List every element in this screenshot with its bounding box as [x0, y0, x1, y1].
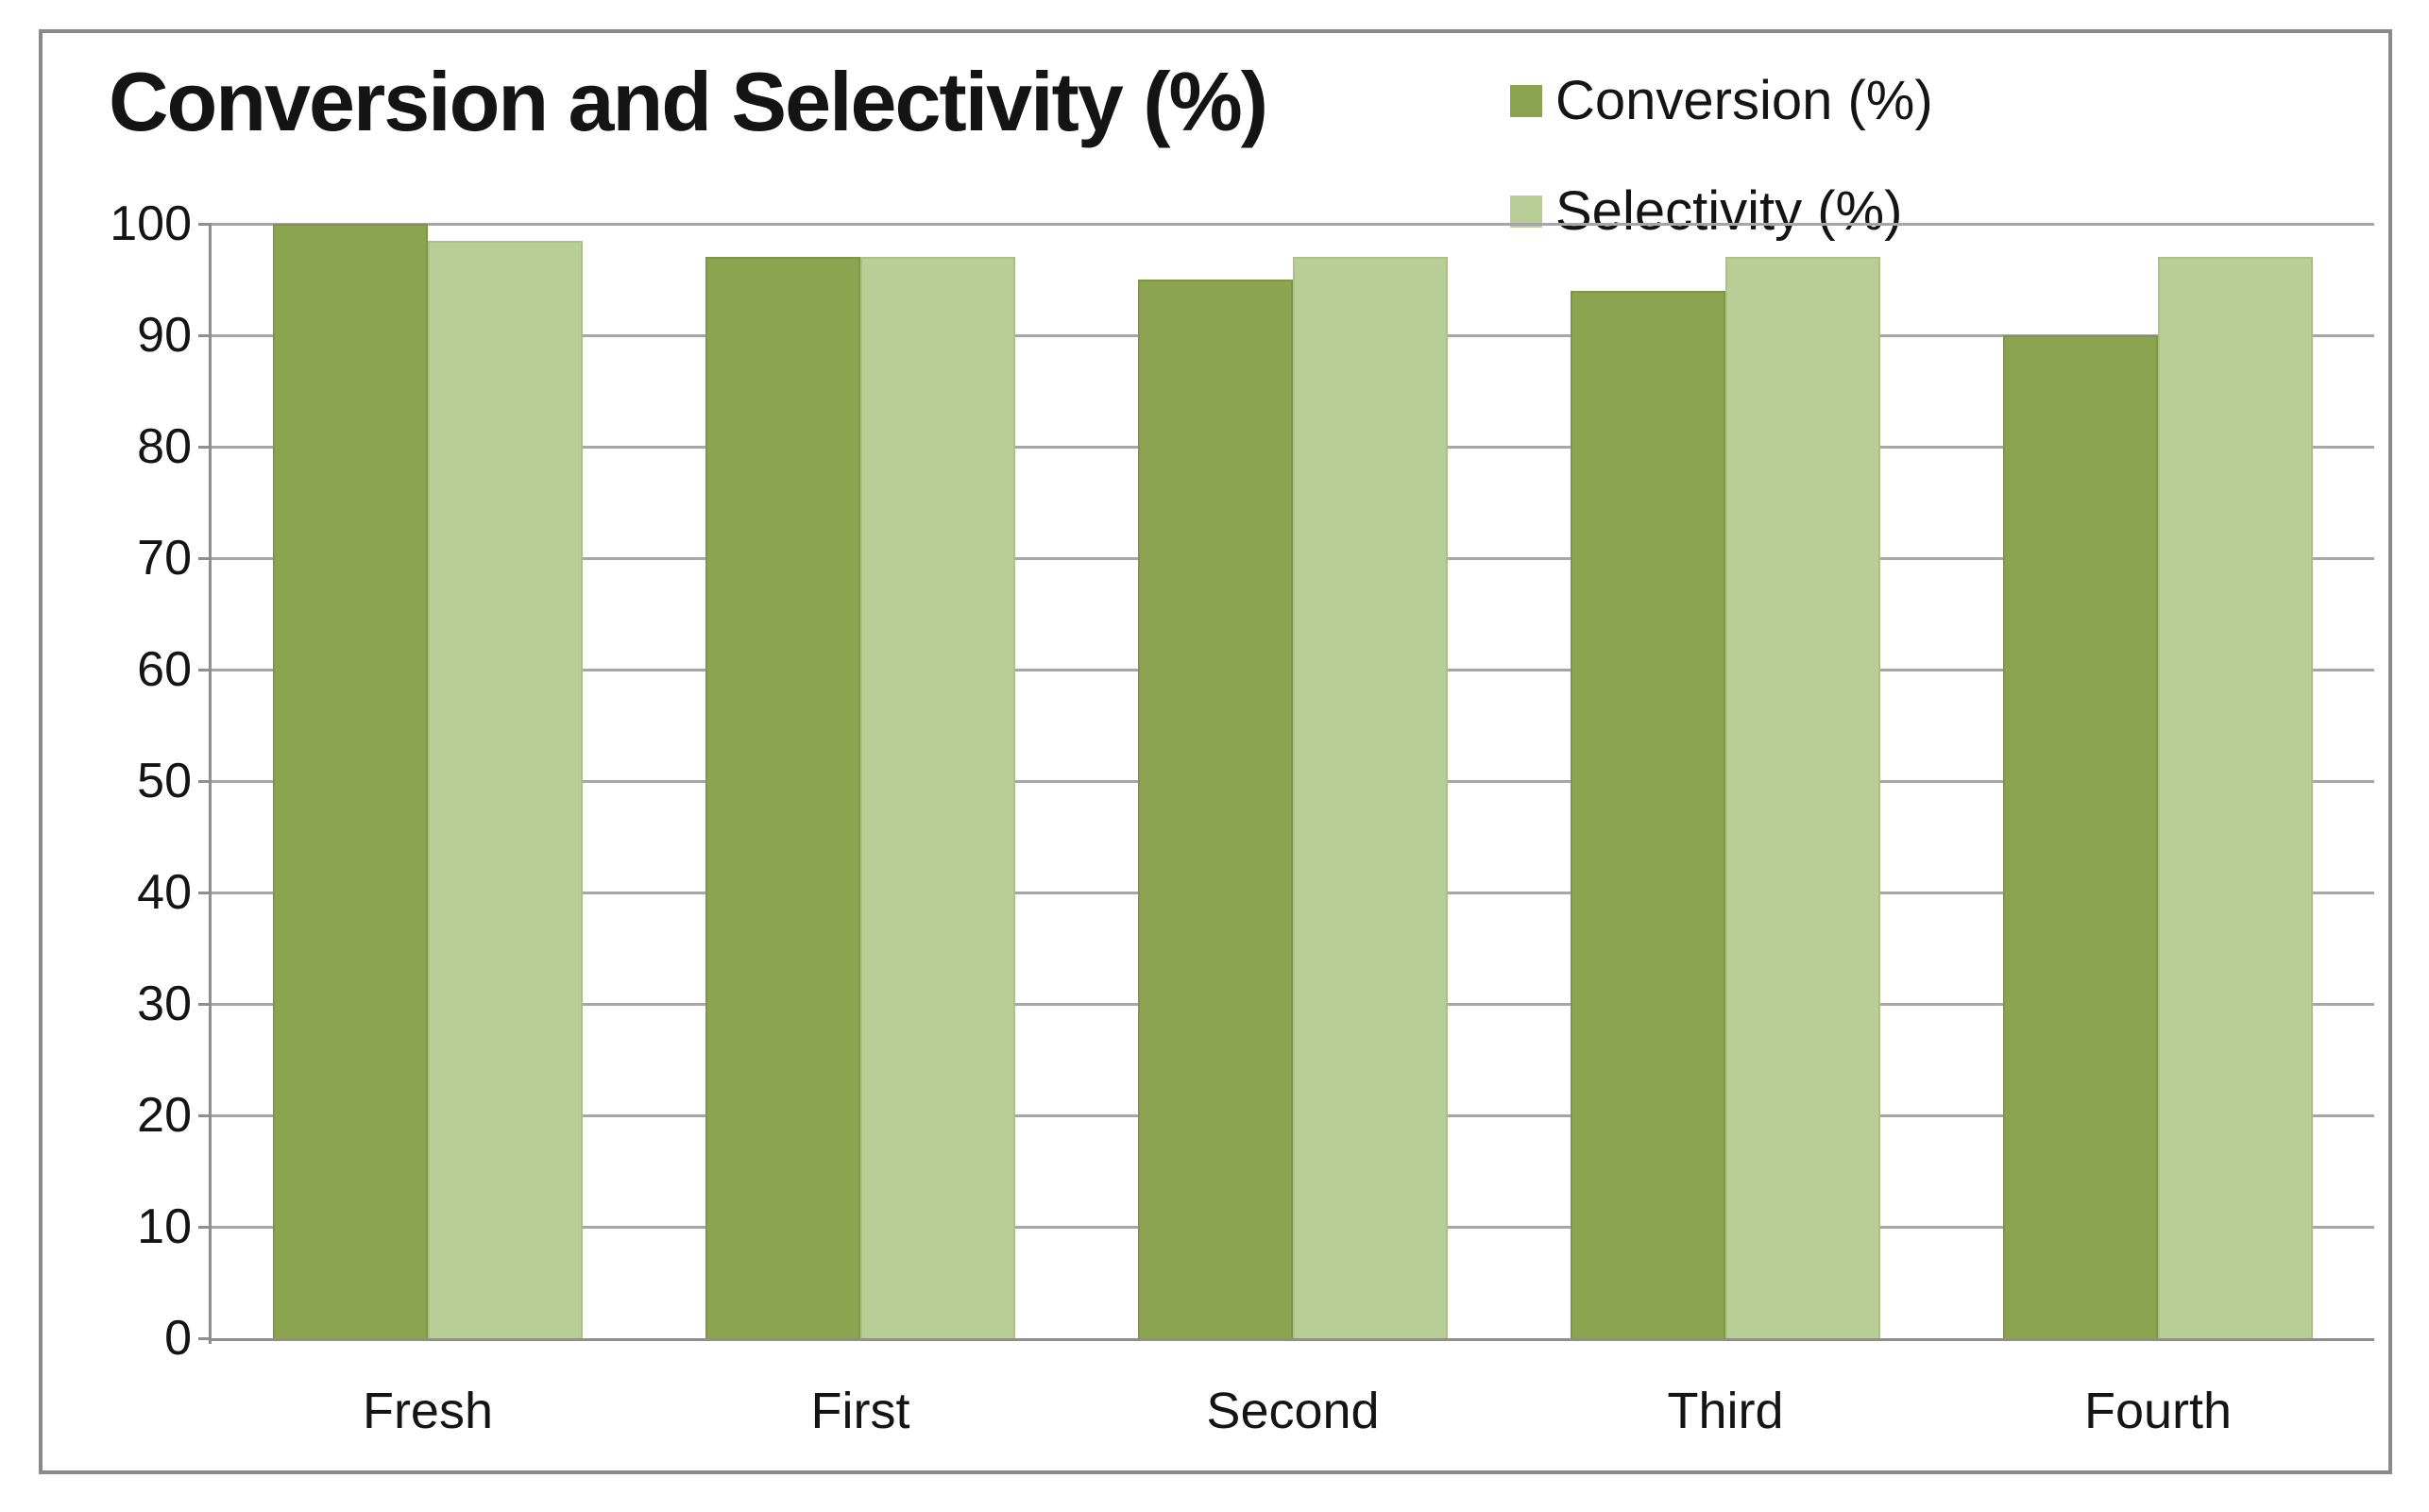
- y-axis-label-90: 90: [137, 308, 192, 363]
- y-axis-label-60: 60: [137, 642, 192, 697]
- chart-title: Conversion and Selectivity (%): [109, 55, 1268, 148]
- legend-label-selectivity: Selectivity (%): [1555, 180, 1903, 242]
- bar-conversion-first: [705, 257, 860, 1338]
- selectivity-swatch-icon: [1510, 195, 1542, 228]
- plot-area: [209, 223, 2374, 1344]
- y-axis-label-0: 0: [164, 1311, 192, 1366]
- y-tick-90: [198, 334, 212, 337]
- y-axis-label-100: 100: [110, 196, 192, 251]
- y-tick-60: [198, 669, 212, 671]
- y-tick-70: [198, 557, 212, 560]
- bar-selectivity-fourth: [2158, 257, 2313, 1338]
- y-axis-label-10: 10: [137, 1199, 192, 1254]
- y-tick-100: [198, 223, 212, 226]
- x-axis-label-third: Third: [1667, 1383, 1784, 1439]
- bar-conversion-fresh: [273, 224, 428, 1338]
- y-axis-label-40: 40: [137, 865, 192, 920]
- conversion-swatch-icon: [1510, 84, 1542, 117]
- bar-conversion-second: [1138, 280, 1293, 1338]
- legend-entry-selectivity: Selectivity (%): [1510, 179, 1902, 243]
- bar-selectivity-second: [1293, 257, 1448, 1338]
- y-axis-label-70: 70: [137, 531, 192, 586]
- y-axis-line: [209, 224, 212, 1344]
- y-tick-50: [198, 780, 212, 783]
- bar-selectivity-first: [860, 257, 1015, 1338]
- y-tick-10: [198, 1226, 212, 1229]
- legend-label-conversion: Conversion (%): [1555, 70, 1933, 131]
- x-axis-line: [209, 1338, 2374, 1341]
- y-tick-30: [198, 1003, 212, 1006]
- bar-selectivity-fresh: [428, 240, 583, 1338]
- y-tick-0: [198, 1337, 212, 1340]
- x-axis-label-fourth: Fourth: [2083, 1383, 2233, 1439]
- legend-entry-conversion: Conversion (%): [1510, 69, 1933, 132]
- gridline-100: [212, 223, 2374, 226]
- y-axis-label-50: 50: [137, 754, 192, 808]
- bar-selectivity-third: [1725, 257, 1880, 1338]
- x-axis-label-fresh: Fresh: [362, 1383, 494, 1439]
- bar-conversion-fourth: [2003, 335, 2158, 1338]
- y-axis-label-30: 30: [137, 977, 192, 1031]
- x-axis-label-first: First: [810, 1383, 910, 1439]
- x-axis-label-second: Second: [1206, 1383, 1380, 1439]
- chart-frame: Conversion and Selectivity (%) Conversio…: [39, 29, 2392, 1474]
- bar-conversion-third: [1571, 290, 1725, 1338]
- y-axis-label-80: 80: [137, 419, 192, 474]
- y-tick-80: [198, 446, 212, 449]
- y-tick-20: [198, 1114, 212, 1117]
- y-axis-label-20: 20: [137, 1088, 192, 1143]
- y-tick-40: [198, 892, 212, 894]
